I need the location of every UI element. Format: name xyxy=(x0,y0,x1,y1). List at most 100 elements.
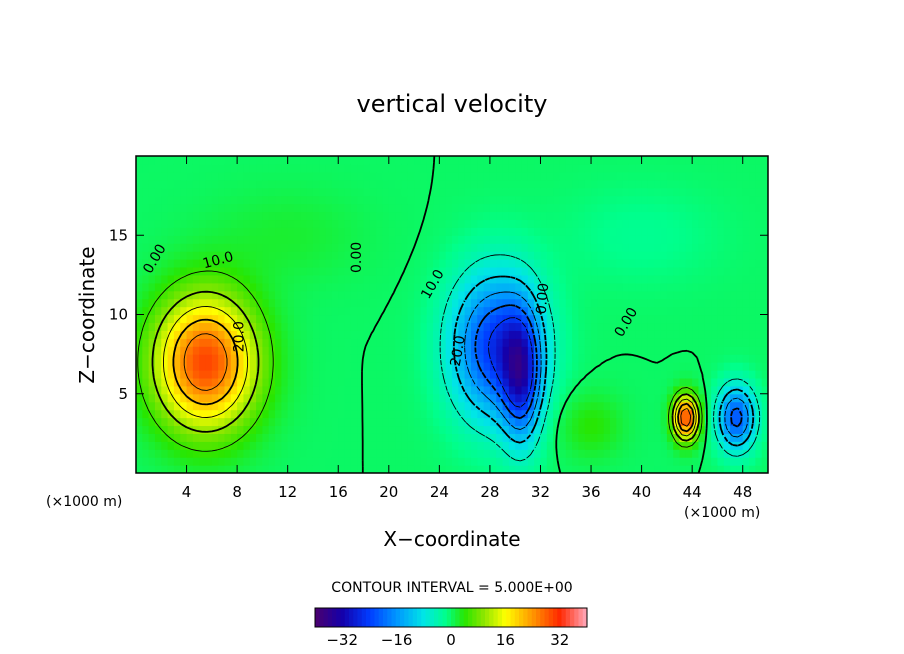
heatmap-cell xyxy=(508,219,516,228)
heatmap-cell xyxy=(502,282,510,292)
heatmap-cell xyxy=(610,219,617,228)
heatmap-cell xyxy=(433,187,440,197)
heatmap-cell xyxy=(711,362,719,371)
heatmap-cell xyxy=(407,290,415,300)
heatmap-cell xyxy=(679,235,687,244)
heatmap-cell xyxy=(641,314,649,324)
heatmap-cell xyxy=(591,417,598,427)
heatmap-cell xyxy=(534,219,542,228)
heatmap-cell xyxy=(237,314,245,324)
heatmap-cell xyxy=(167,163,175,173)
heatmap-cell xyxy=(464,259,472,268)
heatmap-cell xyxy=(338,235,346,244)
heatmap-cell xyxy=(275,322,282,331)
heatmap-cell xyxy=(635,393,643,403)
heatmap-cell xyxy=(249,338,257,347)
heatmap-cell xyxy=(546,441,554,450)
heatmap-cell xyxy=(502,346,510,355)
heatmap-cell xyxy=(711,156,719,165)
heatmap-cell xyxy=(452,441,459,450)
heatmap-cell xyxy=(186,203,194,213)
heatmap-cell xyxy=(477,171,485,181)
heatmap-cell xyxy=(464,377,472,387)
heatmap-cell xyxy=(243,290,251,300)
heatmap-cell xyxy=(205,338,213,347)
heatmap-cell xyxy=(749,266,756,276)
heatmap-cell xyxy=(654,457,662,466)
heatmap-cell xyxy=(673,449,681,458)
heatmap-cell xyxy=(230,385,238,395)
heatmap-cell xyxy=(673,195,681,205)
heatmap-cell xyxy=(388,449,396,458)
heatmap-cell xyxy=(369,290,377,300)
heatmap-cell xyxy=(673,235,681,244)
heatmap-cell xyxy=(300,441,308,450)
heatmap-cell xyxy=(464,409,472,419)
heatmap-cell xyxy=(628,219,636,228)
heatmap-cell xyxy=(167,457,175,466)
heatmap-cell xyxy=(628,298,636,308)
heatmap-cell xyxy=(458,179,466,189)
heatmap-cell xyxy=(205,179,213,189)
heatmap-cell xyxy=(654,433,662,442)
heatmap-cell xyxy=(256,369,263,379)
heatmap-cell xyxy=(508,354,516,363)
heatmap-cell xyxy=(142,251,150,260)
heatmap-cell xyxy=(610,401,617,411)
heatmap-cell xyxy=(723,274,731,284)
heatmap-cell xyxy=(515,298,523,308)
heatmap-cell xyxy=(470,251,478,260)
heatmap-cell xyxy=(736,259,744,268)
heatmap-cell xyxy=(578,227,586,236)
heatmap-cell xyxy=(483,330,491,339)
heatmap-cell xyxy=(262,219,270,228)
heatmap-cell xyxy=(553,385,561,395)
heatmap-cell xyxy=(350,179,358,189)
heatmap-cell xyxy=(641,163,649,173)
heatmap-cell xyxy=(591,425,598,434)
heatmap-cell xyxy=(685,377,693,387)
heatmap-cell xyxy=(628,322,636,331)
heatmap-cell xyxy=(205,401,213,411)
heatmap-cell xyxy=(553,219,561,228)
heatmap-cell xyxy=(180,314,188,324)
heatmap-cell xyxy=(439,417,447,427)
heatmap-cell xyxy=(723,156,731,165)
heatmap-cell xyxy=(610,330,617,339)
heatmap-cell xyxy=(489,171,497,181)
heatmap-cell xyxy=(363,385,371,395)
heatmap-cell xyxy=(515,369,523,379)
heatmap-cell xyxy=(414,465,421,473)
heatmap-cell xyxy=(761,282,768,292)
heatmap-cell xyxy=(489,219,497,228)
heatmap-cell xyxy=(635,306,643,316)
heatmap-cell xyxy=(622,465,630,473)
heatmap-cell xyxy=(610,409,617,419)
heatmap-cell xyxy=(534,433,542,442)
heatmap-cell xyxy=(218,251,226,260)
heatmap-cell xyxy=(319,433,327,442)
heatmap-cell xyxy=(230,195,238,205)
heatmap-cell xyxy=(306,417,314,427)
heatmap-cell xyxy=(458,401,466,411)
heatmap-cell xyxy=(452,298,459,308)
heatmap-cell xyxy=(401,417,409,427)
heatmap-cell xyxy=(148,266,156,276)
heatmap-cell xyxy=(300,362,308,371)
heatmap-cell xyxy=(597,235,605,244)
heatmap-cell xyxy=(306,362,314,371)
heatmap-cell xyxy=(357,393,365,403)
heatmap-cell xyxy=(445,235,453,244)
heatmap-cell xyxy=(483,401,491,411)
heatmap-cell xyxy=(572,211,579,221)
heatmap-cell xyxy=(136,322,143,331)
heatmap-cell xyxy=(388,243,396,252)
heatmap-cell xyxy=(414,433,421,442)
heatmap-cell xyxy=(414,306,421,316)
heatmap-cell xyxy=(711,393,719,403)
heatmap-cell xyxy=(489,314,497,324)
heatmap-cell xyxy=(312,385,320,395)
heatmap-cell xyxy=(275,235,282,244)
heatmap-cell xyxy=(673,385,681,395)
heatmap-cell xyxy=(540,243,548,252)
